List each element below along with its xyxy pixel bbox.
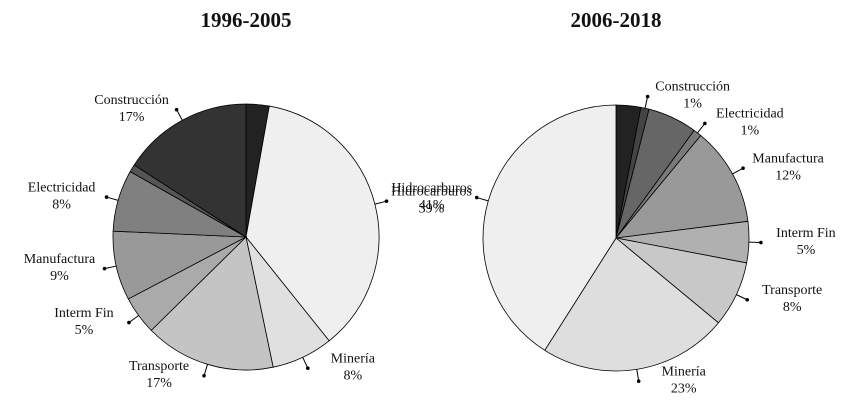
leader-dot — [741, 166, 745, 170]
chart-title: 1996-2005 — [201, 8, 292, 32]
slice-label: Transporte — [129, 359, 189, 374]
value-label: 8% — [52, 197, 71, 212]
leader-dot — [385, 199, 389, 203]
slice-label: Interm Fin — [776, 226, 836, 241]
value-label: 5% — [75, 323, 94, 338]
leader-dot — [202, 374, 206, 378]
leader-dot — [646, 95, 650, 99]
value-label: 41% — [419, 198, 445, 213]
leader-dot — [306, 366, 310, 370]
value-label: 12% — [775, 168, 801, 183]
leader-dot — [703, 122, 707, 126]
value-label: 1% — [683, 97, 702, 112]
slice-label: Construcción — [655, 80, 730, 95]
slice-label: Minería — [662, 364, 707, 379]
slice-label: Manufactura — [24, 252, 96, 267]
value-label: 8% — [783, 300, 802, 315]
value-label: 17% — [119, 110, 145, 125]
leader-dot — [105, 195, 109, 199]
leader-line — [177, 110, 183, 121]
slice-label: Interm Fin — [54, 306, 114, 321]
leader-dot — [475, 196, 479, 200]
leader-dot — [745, 298, 749, 302]
slice-label: Electricidad — [28, 180, 96, 195]
leader-dot — [127, 321, 131, 325]
slice-label: Transporte — [762, 283, 822, 298]
value-label: 9% — [50, 269, 69, 284]
slice-label: Hidrocarburos — [391, 181, 472, 196]
leader-line — [129, 315, 139, 322]
leader-dot — [103, 267, 107, 271]
value-label: 8% — [343, 368, 362, 383]
slice-label: Minería — [331, 351, 376, 366]
slice-label: Manufactura — [752, 151, 824, 166]
value-label: 17% — [146, 376, 172, 391]
slice-label: Electricidad — [716, 107, 784, 122]
chart-title: 2006-2018 — [571, 8, 662, 32]
value-label: 1% — [741, 124, 760, 139]
leader-dot — [175, 108, 179, 112]
value-label: 5% — [797, 243, 816, 258]
leader-line — [736, 295, 747, 300]
leader-dot — [759, 241, 763, 245]
leader-dot — [637, 379, 641, 383]
value-label: 23% — [671, 381, 697, 396]
slice-label: Construcción — [94, 93, 169, 108]
